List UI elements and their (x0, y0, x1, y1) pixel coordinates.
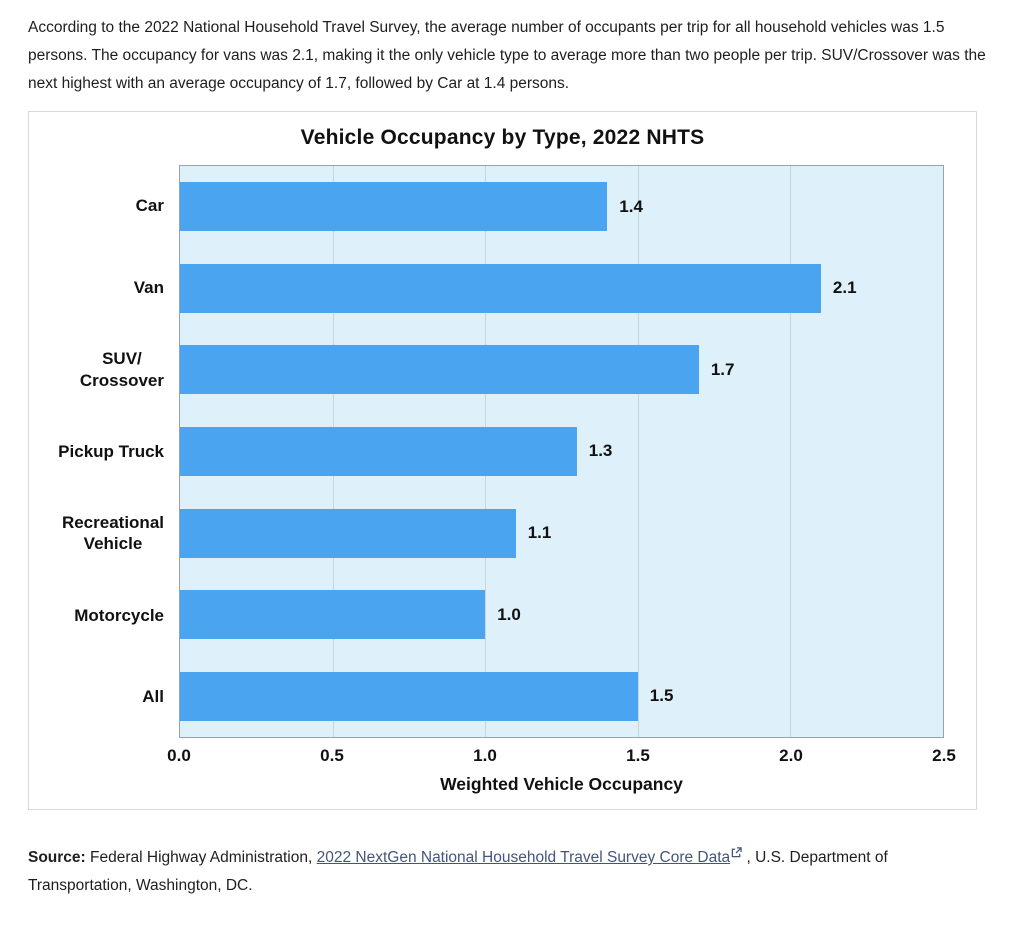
source-note: Source: Federal Highway Administration, … (28, 844, 994, 900)
x-tick-label: 1.5 (626, 746, 650, 765)
bar-band: 1.0 (180, 574, 943, 656)
bar-band: 1.3 (180, 411, 943, 493)
category-label: Pickup Truck (58, 441, 164, 461)
value-label: 1.1 (527, 523, 552, 543)
y-axis-labels: Car Van SUV/ Crossover Pickup Truck Recreati… (29, 165, 179, 738)
bar (180, 182, 608, 232)
source-text-before: Federal Highway Administration, (85, 849, 317, 866)
x-tick-label: 2.0 (779, 746, 803, 765)
bar (180, 671, 638, 721)
source-link[interactable]: 2022 NextGen National Household Travel S… (316, 849, 731, 866)
page: According to the 2022 National Household… (28, 19, 994, 900)
bar (180, 508, 516, 558)
x-tick-label: 1.0 (473, 746, 497, 765)
category-label: All (142, 687, 164, 707)
x-tick-label: 0.5 (320, 746, 344, 765)
category-label: SUV/ Crossover (79, 349, 164, 390)
value-label: 2.1 (832, 278, 857, 298)
bar-band: 1.4 (180, 166, 943, 248)
x-tick-label: 0.0 (167, 746, 191, 765)
bar-chart: Car Van SUV/ Crossover Pickup Truck Recreati… (29, 165, 976, 738)
external-link-icon (731, 847, 742, 858)
bar (180, 263, 821, 313)
bar-band: 1.1 (180, 492, 943, 574)
value-label: 1.5 (649, 686, 674, 706)
x-axis-title: Weighted Vehicle Occupancy (440, 774, 683, 794)
bar (180, 427, 577, 476)
gridline (790, 166, 792, 737)
value-label: 1.3 (588, 441, 613, 461)
source-text-after: , U.S. Department of Transportation, Was… (28, 849, 888, 894)
plot-area: 1.4 2.1 1.7 1.3 1.1 1.0 1.5 (179, 165, 944, 738)
chart-title: Vehicle Occupancy by Type, 2022 NHTS (300, 126, 705, 149)
value-label: 1.4 (619, 196, 643, 216)
source-prefix: Source: (28, 849, 86, 866)
value-label: 1.0 (497, 604, 521, 624)
x-tick-label: 2.5 (932, 746, 956, 765)
category-label: Car (135, 196, 164, 216)
chart-card: Vehicle Occupancy by Type, 2022 NHTS Car… (28, 111, 977, 810)
bar-band: 1.7 (180, 329, 943, 411)
gridline (637, 166, 639, 737)
intro-paragraph: According to the 2022 National Household… (28, 19, 986, 92)
category-label: Recreational Vehicle (61, 513, 164, 554)
bar (180, 345, 699, 395)
value-label: 1.7 (710, 359, 735, 379)
bar-band: 1.5 (180, 655, 943, 737)
x-axis-ticks: 0.0 0.5 1.0 1.5 2.0 2.5 (167, 738, 956, 766)
bar-band: 2.1 (180, 248, 943, 330)
category-label: Motorcycle (74, 605, 164, 625)
category-label: Van (133, 278, 164, 298)
bar (180, 590, 486, 640)
